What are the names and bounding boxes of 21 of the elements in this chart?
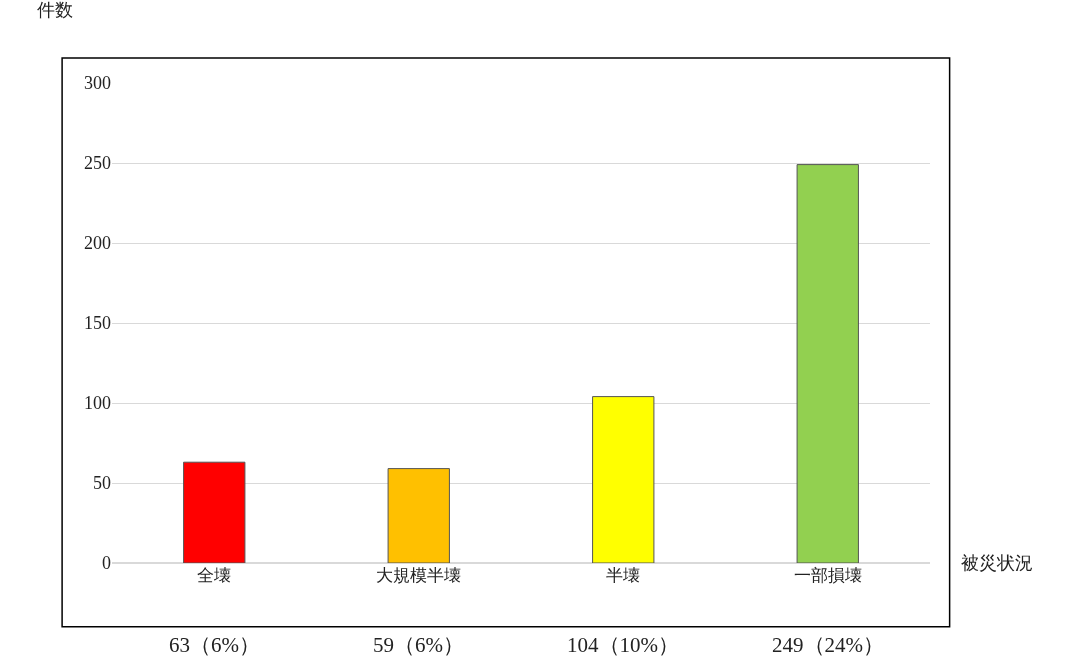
y-tick-label: 250	[84, 153, 111, 174]
y-tick-label: 100	[84, 393, 111, 414]
x-tick-label: 一部損壊	[793, 565, 862, 585]
y-tick-label: 50	[93, 473, 111, 494]
bar	[796, 164, 859, 563]
bar	[183, 461, 246, 563]
bar	[592, 396, 655, 563]
data-label: 249（24%）	[772, 633, 884, 657]
y-tick-label: 200	[84, 233, 111, 254]
x-tick-label: 大規模半壊	[376, 565, 462, 585]
x-tick-label: 全壊	[197, 565, 232, 585]
data-label: 63（6%）	[169, 633, 260, 657]
data-label: 59（6%）	[373, 633, 464, 657]
bar	[387, 468, 450, 563]
y-tick-label: 150	[84, 313, 111, 334]
y-tick-label: 0	[102, 553, 111, 574]
x-tick-label: 半壊	[606, 565, 641, 585]
y-tick-label: 300	[84, 73, 111, 94]
x-axis-title: 被災状況	[961, 552, 1033, 573]
data-label: 104（10%）	[567, 633, 679, 657]
y-axis-title: 件数	[37, 0, 73, 20]
